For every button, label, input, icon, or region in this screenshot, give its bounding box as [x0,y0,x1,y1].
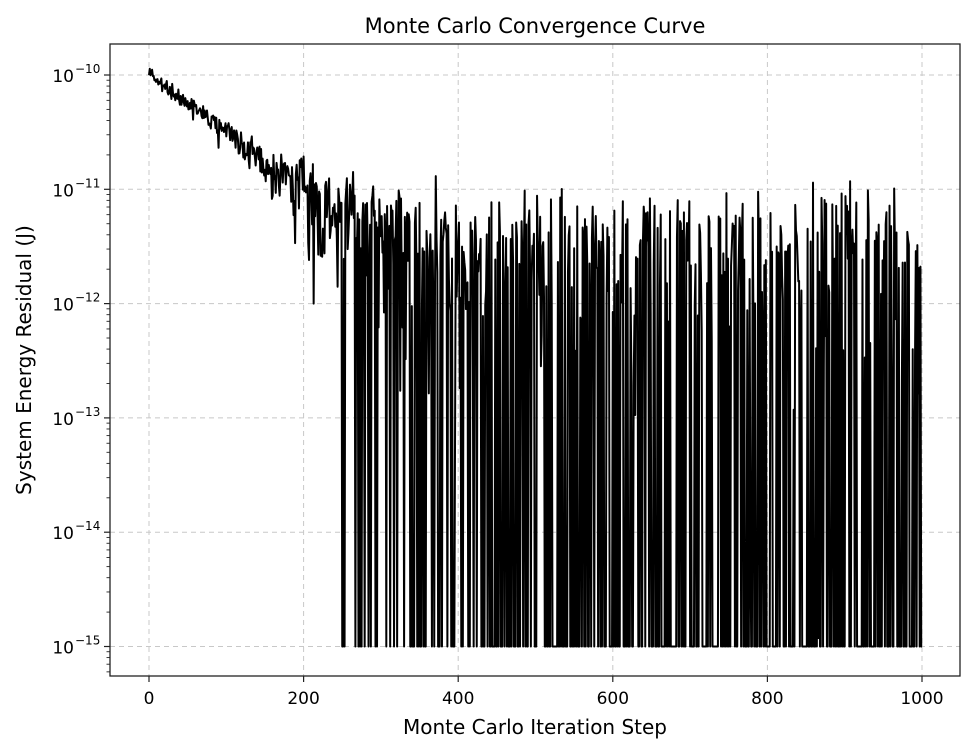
y-tick-label: 10 [52,296,74,316]
y-tick-exponent: −12 [75,291,100,305]
y-tick-label: 10 [52,410,74,430]
y-tick-exponent: −14 [75,519,100,533]
y-tick-label: 10 [52,524,74,544]
x-axis-label: Monte Carlo Iteration Step [403,715,667,739]
y-tick-exponent: −15 [75,634,100,648]
series-line [148,67,923,648]
y-tick-label: 10 [52,67,74,87]
x-tick-label: 800 [751,689,783,709]
x-tick-label: 200 [287,689,319,709]
y-tick-exponent: −13 [75,405,100,419]
x-tick-label: 1000 [900,689,943,709]
y-tick-exponent: −11 [75,176,100,190]
x-tick-label: 600 [597,689,629,709]
x-tick-label: 400 [442,689,474,709]
x-tick-label: 0 [144,689,155,709]
y-tick-exponent: −10 [75,62,100,76]
plot-frame [109,43,961,677]
series-residual [148,67,923,648]
chart-title: Monte Carlo Convergence Curve [365,14,706,38]
y-axis-label: System Energy Residual (J) [12,225,36,495]
x-axis: 0 200 400 600 800 1000 [144,676,944,709]
y-tick-label: 10 [52,639,74,659]
y-tick-label: 10 [52,181,74,201]
